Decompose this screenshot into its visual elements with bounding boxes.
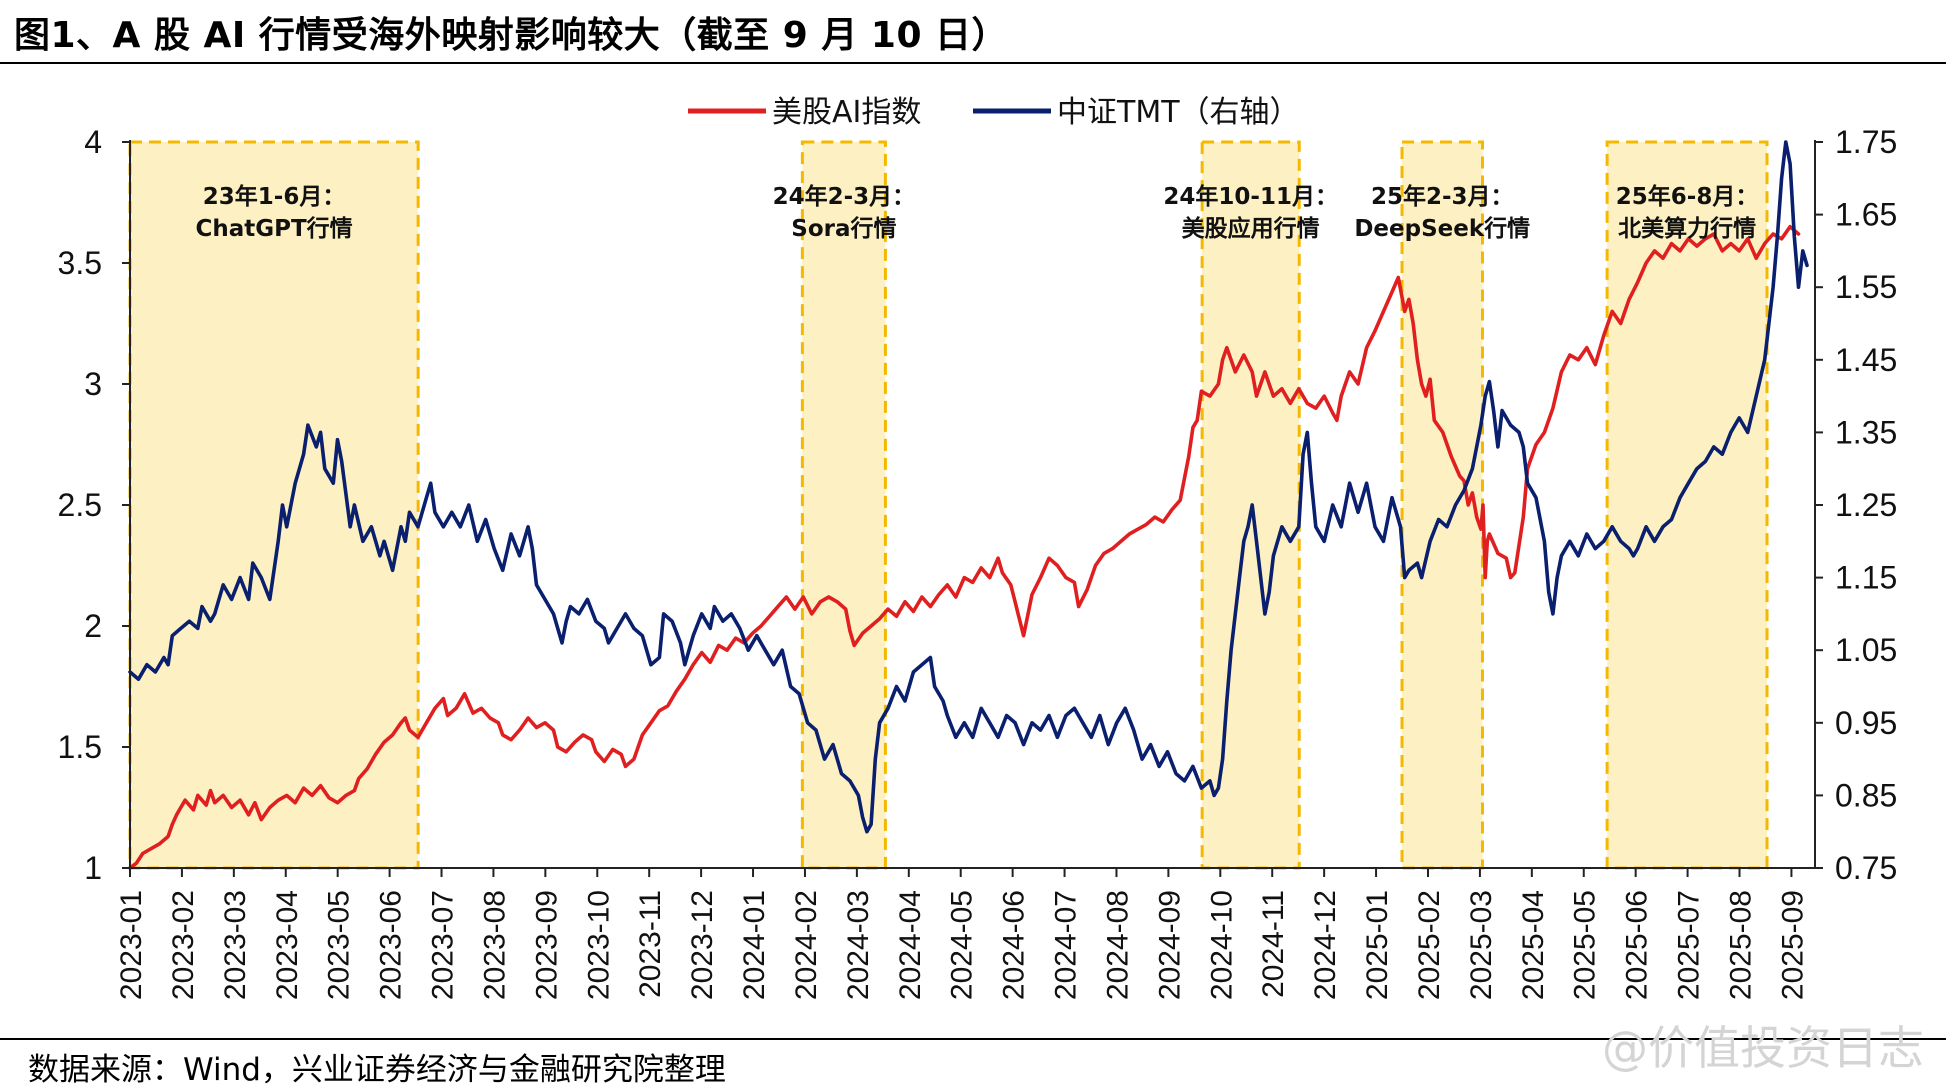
x-tick-label: 2024-07 (1050, 890, 1083, 1000)
band-label-period: 24年2-3月： (773, 183, 916, 210)
x-tick-label: 2025-02 (1413, 890, 1446, 1000)
x-tick-label: 2025-03 (1465, 890, 1498, 1000)
x-tick-label: 2024-10 (1205, 890, 1238, 1000)
legend: 美股AI指数 中证TMT（右轴） (688, 95, 1300, 130)
x-tick-label: 2025-09 (1776, 890, 1809, 1000)
x-tick-label: 2023-08 (478, 890, 511, 1000)
band-label-name: 北美算力行情 (1618, 215, 1756, 242)
highlight-band (800, 140, 887, 870)
highlight-band (1400, 140, 1485, 870)
x-tick-label: 2023-02 (167, 890, 200, 1000)
x-tick-label: 2023-07 (427, 890, 460, 1000)
left-tick-label: 2.5 (58, 487, 102, 523)
source-note: 数据来源：Wind，兴业证券经济与金融研究院整理 (28, 1052, 726, 1088)
x-tick-label: 2025-01 (1361, 890, 1394, 1000)
x-tick-label: 2024-02 (790, 890, 823, 1000)
right-tick-label: 1.65 (1835, 197, 1897, 233)
series-layer (128, 140, 1809, 870)
x-tick-label: 2024-05 (946, 890, 979, 1000)
x-tick-label: 2023-03 (219, 890, 252, 1000)
axes: 1 1.5 2 2.5 3 3.5 4 0.75 0.85 0.95 1.05 1.15 1.25 1.3… (58, 124, 1898, 1000)
left-tick-label: 1 (84, 850, 102, 886)
right-tick-label: 1.75 (1835, 124, 1897, 160)
x-tick-label: 2023-11 (634, 890, 667, 998)
band-label-name: 美股应用行情 (1182, 215, 1320, 242)
legend-label-us-ai: 美股AI指数 (772, 95, 921, 130)
x-tick-label: 2023-10 (582, 890, 615, 1000)
series-line-us-ai (128, 224, 1801, 870)
x-tick-label: 2024-06 (998, 890, 1031, 1000)
x-tick-label: 2024-11 (1257, 890, 1290, 998)
band-label-name: ChatGPT行情 (195, 215, 352, 242)
band-labels: 23年1-6月： ChatGPT行情 24年2-3月： Sora行情 24年10-11月… (195, 183, 1758, 242)
series-line-csi-tmt (128, 140, 1809, 834)
left-tick-label: 3.5 (58, 245, 102, 281)
band-label-period: 25年6-8月： (1616, 183, 1759, 210)
x-tick-label: 2025-07 (1673, 890, 1706, 1000)
footer-rule (0, 1038, 1946, 1040)
x-tick-label: 2024-12 (1309, 890, 1342, 1000)
watermark: @价值投资日志 (1602, 1021, 1924, 1075)
right-tick-label: 1.55 (1835, 269, 1897, 305)
x-tick-label: 2025-08 (1725, 890, 1758, 1000)
band-label-period: 25年2-3月： (1371, 183, 1514, 210)
right-tick-label: 1.15 (1835, 560, 1897, 596)
x-tick-label: 2024-01 (738, 890, 771, 1000)
highlight-bands (128, 140, 1769, 870)
highlight-band (1605, 140, 1769, 870)
highlight-band (128, 140, 420, 870)
chart: 23年1-6月： ChatGPT行情 24年2-3月： Sora行情 24年10-11月… (58, 95, 1898, 1000)
x-tick-label: 2025-05 (1569, 890, 1602, 1000)
right-tick-label: 1.05 (1835, 632, 1897, 668)
title-rule (0, 62, 1946, 64)
x-tick-label: 2024-04 (894, 890, 927, 1000)
band-label-period: 23年1-6月： (203, 183, 346, 210)
right-tick-label: 1.35 (1835, 414, 1897, 450)
x-tick-label: 2023-12 (686, 890, 719, 1000)
legend-label-csi-tmt: 中证TMT（右轴） (1057, 95, 1300, 130)
x-tick-label: 2024-09 (1153, 890, 1186, 1000)
right-tick-label: 0.95 (1835, 705, 1897, 741)
band-label-period: 24年10-11月： (1163, 183, 1338, 210)
left-tick-label: 2 (84, 608, 102, 644)
left-tick-label: 3 (84, 366, 102, 402)
band-label-name: Sora行情 (791, 215, 896, 242)
figure-title: 图1、A 股 AI 行情受海外映射影响较大（截至 9 月 10 日） (14, 15, 1009, 56)
right-tick-label: 0.75 (1835, 850, 1897, 886)
x-tick-label: 2025-04 (1517, 890, 1550, 1000)
right-tick-label: 0.85 (1835, 777, 1897, 813)
left-tick-label: 4 (84, 124, 102, 160)
band-label-name: DeepSeek行情 (1354, 215, 1530, 242)
x-tick-label: 2025-06 (1621, 890, 1654, 1000)
left-tick-label: 1.5 (58, 729, 102, 765)
x-tick-label: 2023-01 (115, 890, 148, 1000)
right-tick-label: 1.25 (1835, 487, 1897, 523)
x-tick-label: 2024-03 (842, 890, 875, 1000)
x-tick-label: 2023-09 (530, 890, 563, 1000)
x-tick-label: 2024-08 (1101, 890, 1134, 1000)
x-tick-label: 2023-04 (271, 890, 304, 1000)
x-tick-label: 2023-06 (375, 890, 408, 1000)
x-tick-label: 2023-05 (323, 890, 356, 1000)
right-tick-label: 1.45 (1835, 342, 1897, 378)
